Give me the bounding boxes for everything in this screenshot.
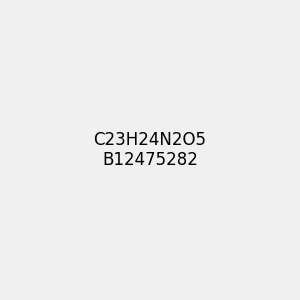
Text: C23H24N2O5
B12475282: C23H24N2O5 B12475282 <box>94 130 206 170</box>
